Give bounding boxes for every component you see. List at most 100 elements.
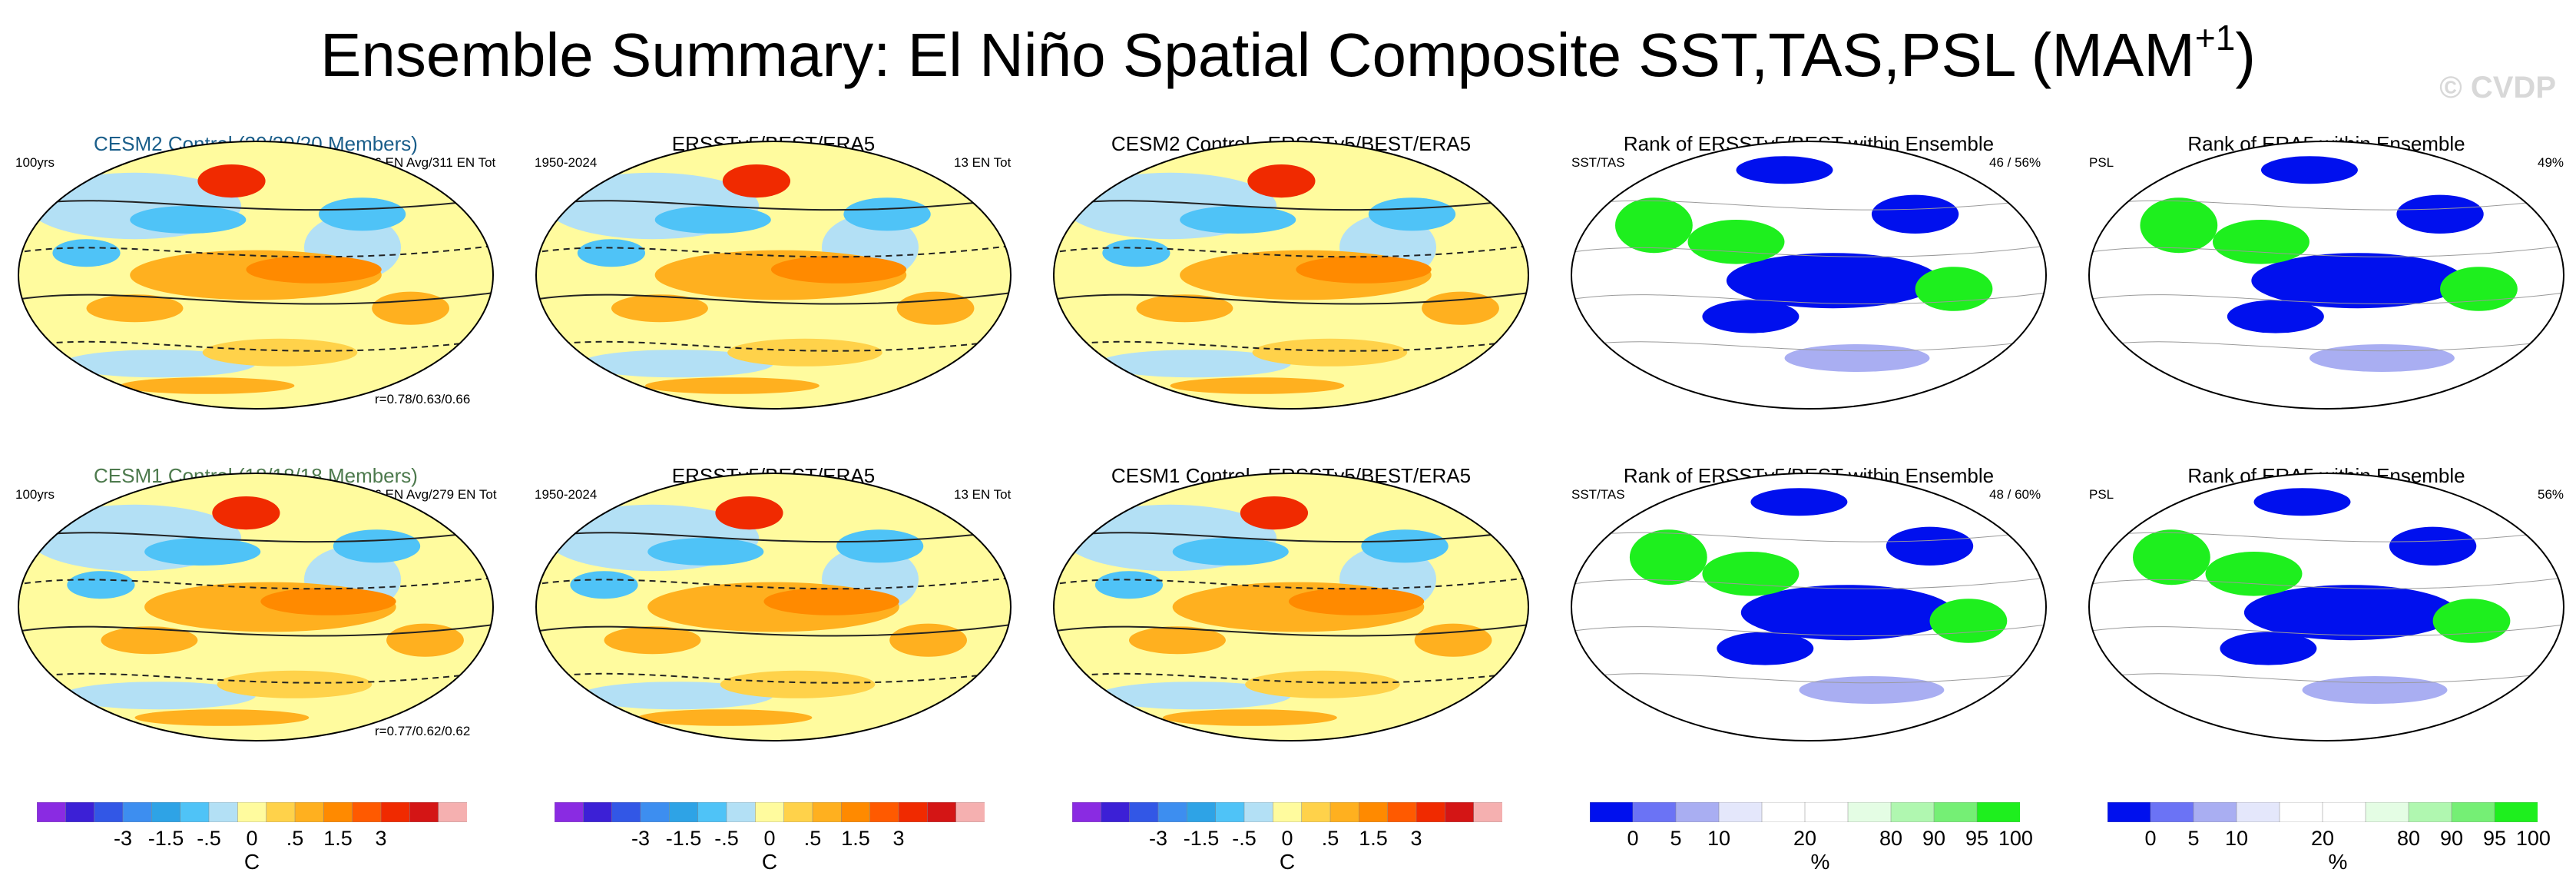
colorbar-bin (380, 802, 411, 822)
colorbar-tick-label: -.5 (197, 827, 221, 850)
colorbar-bin (2193, 802, 2237, 822)
colorbar-bin (869, 802, 899, 822)
colorbar-bin (409, 802, 439, 822)
colorbar-bin (898, 802, 929, 822)
colorbar-tick-label: -1.5 (1183, 827, 1220, 850)
panel-variable: SST/TAS (1571, 155, 1625, 170)
panel-rank-value: 49% (2538, 155, 2564, 170)
colorbar-bin (1301, 802, 1331, 822)
map-diff (1053, 141, 1529, 410)
colorbar-bin (1273, 802, 1303, 822)
colorbar-tick-label: -.5 (1232, 827, 1257, 850)
colorbar-tick-label: 100 (2515, 827, 2551, 850)
colorbar-tick-label: 1.5 (323, 827, 353, 850)
colorbar-unit: % (2328, 850, 2348, 874)
colorbar-bin (1187, 802, 1217, 822)
panel-rank-value: 46 / 56% (1989, 155, 2041, 170)
colorbar-tick-label: 0 (246, 827, 258, 850)
colorbar-bin (1718, 802, 1763, 822)
panel-correlation: r=0.78/0.63/0.66 (375, 392, 471, 406)
colorbar-tick-label: 5 (2187, 827, 2200, 850)
colorbar-bin (294, 802, 325, 822)
colorbar-bin (1329, 802, 1360, 822)
panel-years: 1950-2024 (535, 155, 598, 170)
panel-years: 1950-2024 (535, 487, 598, 502)
colorbar-bin (1473, 802, 1502, 822)
colorbar-bin (2236, 802, 2280, 822)
colorbar-tick-label: 3 (1410, 827, 1422, 850)
colorbar-bin (2365, 802, 2409, 822)
colorbar-tick-label: 3 (375, 827, 387, 850)
colorbar-bin (927, 802, 957, 822)
colorbar-tick-label: 0 (1281, 827, 1293, 850)
colorbar-bin (352, 802, 382, 822)
map-rank-psl (2088, 141, 2564, 410)
colorbar-bin (755, 802, 785, 822)
colorbar-bin (640, 802, 670, 822)
colorbar-bin (611, 802, 641, 822)
colorbar-bin (323, 802, 353, 822)
colorbar-bin (122, 802, 153, 822)
colorbar (1590, 802, 2020, 822)
colorbar-unit: % (1810, 850, 1830, 874)
colorbar-tick-label: 10 (2224, 827, 2249, 850)
colorbar-bin (1890, 802, 1935, 822)
colorbar-tick-label: 95 (2482, 827, 2507, 850)
colorbar-bin (266, 802, 296, 822)
colorbar-bin (1675, 802, 1720, 822)
colorbar-tick-label: -3 (1148, 827, 1167, 850)
colorbar-bin (812, 802, 843, 822)
colorbar-bin (2494, 802, 2538, 822)
colorbar-tick-label: 0 (2144, 827, 2157, 850)
watermark: © CVDP (2439, 71, 2556, 104)
colorbar-unit: C (1279, 850, 1296, 874)
colorbar-tick-label: 90 (2439, 827, 2464, 850)
colorbar-bin (65, 802, 95, 822)
colorbar-tick-label: -1.5 (665, 827, 702, 850)
colorbar-tick-label: -.5 (714, 827, 739, 850)
colorbar-bin (1243, 802, 1274, 822)
colorbar-tick-label: 20 (2310, 827, 2335, 850)
colorbar-tick-label: 95 (1965, 827, 1989, 850)
colorbar-bin (1157, 802, 1188, 822)
colorbar-bin (94, 802, 124, 822)
colorbar-bin (2408, 802, 2452, 822)
colorbar-tick-label: .5 (803, 827, 822, 850)
panel-years: 100yrs (15, 155, 55, 170)
colorbar-tick-label: .5 (1321, 827, 1339, 850)
colorbar-tick-label: 20 (1793, 827, 1817, 850)
colorbar-bin (151, 802, 181, 822)
colorbar-bin (438, 802, 467, 822)
colorbar-bin (1590, 802, 1634, 822)
map-obs (535, 473, 1012, 741)
colorbar-bin (583, 802, 613, 822)
colorbar (37, 802, 467, 822)
panel-years: 100yrs (15, 487, 55, 502)
colorbar-bin (1445, 802, 1475, 822)
colorbar-bin (2451, 802, 2495, 822)
panel-count: 13 EN Tot (954, 155, 1012, 170)
colorbar (2107, 802, 2538, 822)
colorbar-bin (1215, 802, 1245, 822)
colorbar-tick-label: .5 (286, 827, 304, 850)
colorbar-bin (1072, 802, 1102, 822)
colorbar-bin (1976, 802, 2020, 822)
map-model (18, 473, 494, 741)
colorbar-tick-label: 1.5 (841, 827, 870, 850)
colorbar-tick-label: 0 (1627, 827, 1639, 850)
colorbar-bin (2150, 802, 2194, 822)
colorbar-bin (669, 802, 699, 822)
colorbar-bin (1761, 802, 1806, 822)
colorbar-tick-label: -3 (631, 827, 650, 850)
colorbar-bin (2279, 802, 2323, 822)
panel-variable: PSL (2089, 155, 2114, 170)
colorbar-bin (2322, 802, 2366, 822)
panel-rank-value: 56% (2538, 487, 2564, 502)
panel-count: 16 EN Avg/311 EN Tot (367, 155, 496, 170)
page-title: Ensemble Summary: El Niño Spatial Compos… (320, 18, 2256, 89)
map-model (18, 141, 494, 410)
panel-correlation: r=0.77/0.62/0.62 (375, 724, 471, 738)
colorbar-tick-label: 5 (1670, 827, 1682, 850)
colorbar-bin (37, 802, 67, 822)
colorbar-tick-label: -1.5 (147, 827, 184, 850)
